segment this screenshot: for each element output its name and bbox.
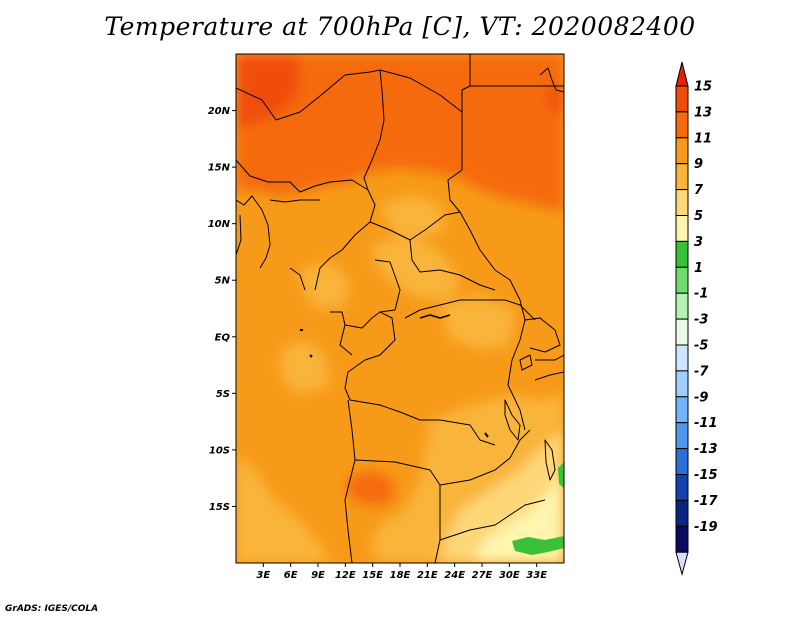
- colorbar-label: -5: [694, 339, 708, 354]
- colorbar-box: [675, 396, 689, 424]
- field-patch-7-9-west: [300, 262, 350, 310]
- colorbar-label: -13: [694, 442, 718, 457]
- colorbar-box: [675, 370, 689, 398]
- lat-tick-label: 10S: [209, 445, 230, 456]
- colorbar-label: 7: [694, 183, 704, 198]
- field-band-11-13-north: [236, 54, 564, 212]
- field-band-11-13-west: [236, 160, 300, 196]
- colorbar-label: 13: [694, 105, 712, 120]
- field-pocket-1-3-south: [512, 536, 564, 555]
- colorbar-box: [675, 240, 689, 268]
- lon-tick-label: 9E: [311, 570, 325, 581]
- colorbar-box: [675, 292, 689, 320]
- field-core-13-15-nw: [236, 54, 300, 130]
- colorbar-box: [675, 189, 689, 217]
- lat-tick-label: 5N: [215, 276, 231, 287]
- colorbar-box: [675, 215, 689, 242]
- colorbar-box: [675, 111, 689, 139]
- country-borders: [236, 54, 564, 563]
- lon-tick-label: 33E: [526, 570, 547, 581]
- colorbar-box: [675, 266, 689, 294]
- colorbar-label: -1: [694, 287, 708, 302]
- colorbar-label: 9: [694, 157, 703, 172]
- colorbar-label: -17: [694, 494, 718, 509]
- footer-credit: GrADS: IGES/COLA: [5, 604, 99, 614]
- colorbar-label: -9: [694, 390, 708, 405]
- colorbar-box: [675, 422, 689, 450]
- colorbar-box: [675, 137, 689, 165]
- lat-tick-label: 10N: [208, 219, 231, 230]
- lat-tick-label: EQ: [215, 332, 231, 343]
- colorbar-arrow-top: [675, 61, 689, 87]
- field-patch-7-9-center-b: [440, 295, 515, 350]
- field-core-11-13-south: [345, 470, 395, 506]
- lon-tick-label: 12E: [335, 570, 356, 581]
- colorbar-label: 3: [694, 235, 703, 250]
- lat-tick-label: 5S: [216, 389, 230, 400]
- colorbar-box: [675, 163, 689, 191]
- field-band-7-9-southwest: [236, 455, 330, 563]
- lat-tick-label: 15S: [209, 502, 230, 513]
- temperature-field: [236, 54, 564, 563]
- field-patch-7-9-gabon: [280, 340, 330, 395]
- colorbar-label: 5: [694, 209, 703, 224]
- colorbar-label: -15: [694, 468, 718, 483]
- lon-tick-label: 15E: [362, 570, 383, 581]
- colorbar-box: [675, 344, 689, 372]
- colorbar-box: [675, 318, 689, 346]
- colorbar-label: 1: [694, 261, 703, 276]
- lat-tick-label: 15N: [208, 163, 231, 174]
- colorbar-box: [675, 474, 689, 501]
- colorbar-label: -11: [694, 416, 718, 431]
- field-core-13-15-ne: [545, 88, 564, 115]
- colorbar-label: -7: [694, 364, 709, 379]
- lon-tick-label: 18E: [390, 570, 411, 581]
- lon-tick-label: 27E: [472, 570, 493, 581]
- lon-tick-label: 24E: [444, 570, 465, 581]
- colorbar: 15 13 11 9 7 5 3 1 -1 -3 -5 -7 -9 -11 -13 -15 -17 -19: [675, 61, 718, 577]
- colorbar-label: -19: [694, 520, 718, 535]
- lon-tick-label: 3E: [256, 570, 270, 581]
- map-title: Temperature at 700hPa [C], VT: 202008240…: [104, 12, 696, 41]
- colorbar-label: -3: [694, 313, 708, 328]
- colorbar-label: 15: [694, 80, 712, 95]
- lon-tick-label: 30E: [499, 570, 520, 581]
- colorbar-label: 11: [694, 131, 712, 146]
- lat-tick-label: 20N: [208, 106, 231, 117]
- map-axes: 20N 15N 10N 5N EQ 5S 10S 15S 3E 6E 9E 12E 15E 18E 21E 2…: [208, 106, 548, 581]
- colorbar-box: [675, 448, 689, 476]
- lon-tick-label: 6E: [284, 570, 298, 581]
- field-patch-7-9-center-a: [372, 235, 460, 300]
- colorbar-box: [675, 525, 689, 553]
- field-pocket-1-3-east: [558, 462, 564, 488]
- colorbar-box: [675, 85, 689, 113]
- colorbar-box: [675, 499, 689, 527]
- colorbar-arrow-bottom: [675, 551, 689, 577]
- lon-tick-label: 21E: [417, 570, 438, 581]
